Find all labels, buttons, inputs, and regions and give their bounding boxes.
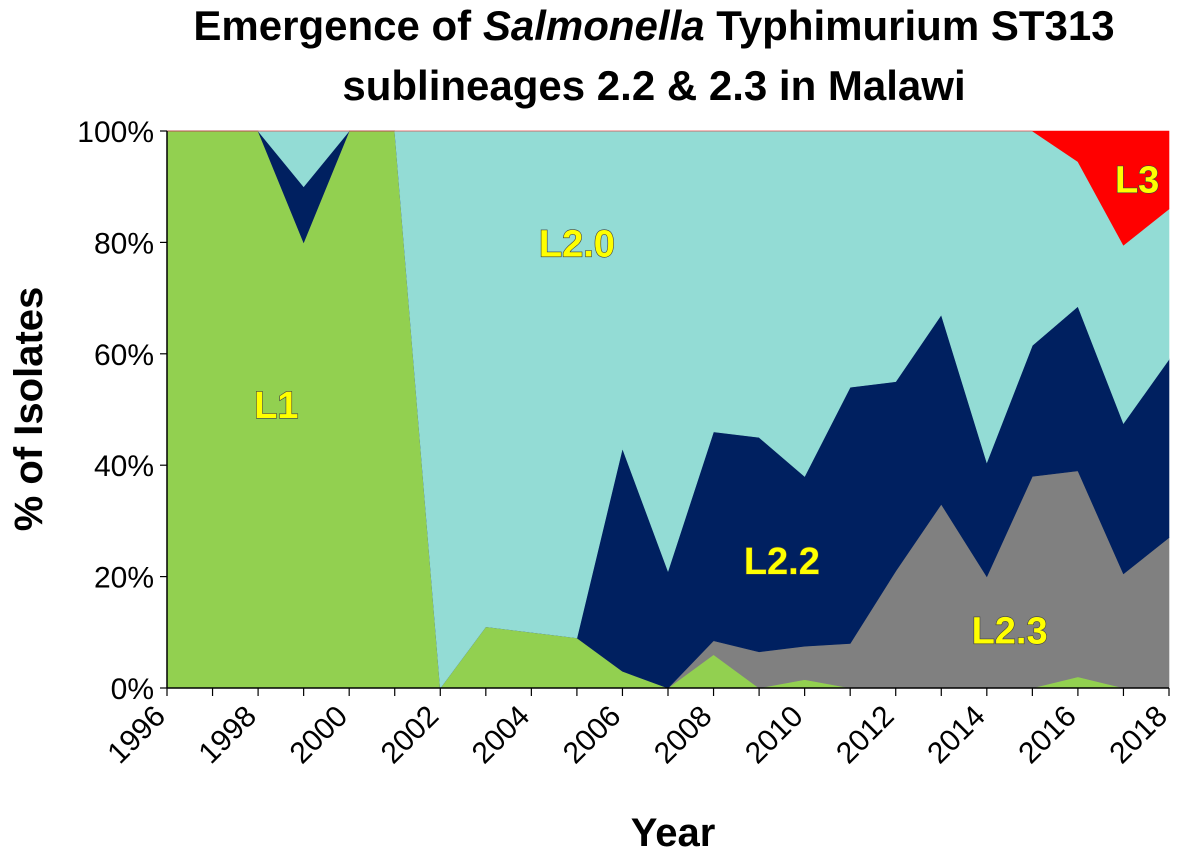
chart-title-line2: sublineages 2.2 & 2.3 in Malawi: [342, 62, 965, 109]
chart-title: Emergence of Salmonella Typhimurium ST31…: [193, 2, 1114, 109]
x-tick-label: 2002: [375, 700, 446, 771]
x-tick-label: 2012: [830, 700, 901, 771]
label-l2-0: L2.0: [539, 223, 615, 265]
label-l1: L1: [254, 385, 298, 427]
area-labels: L1 L2.3 L2.2 L2.0 L3: [254, 159, 1160, 653]
x-tick-label: 2016: [1012, 700, 1083, 771]
x-axis-label: Year: [631, 811, 716, 855]
label-l2-3: L2.3: [972, 611, 1048, 653]
y-tick-label: 20%: [94, 562, 154, 595]
chart-title-line1: Emergence of Salmonella Typhimurium ST31…: [193, 2, 1114, 49]
x-tick-label: 2008: [648, 700, 719, 771]
y-tick-label: 60%: [94, 339, 154, 372]
x-tick-label: 2000: [284, 700, 355, 771]
x-tick-label: 2018: [1103, 700, 1174, 771]
y-tick-label: 100%: [77, 116, 154, 149]
x-tick-label: 2004: [466, 700, 537, 771]
area-l3: [167, 130, 1170, 246]
y-tick-label: 0%: [111, 673, 154, 706]
y-tick-label: 40%: [94, 450, 154, 483]
label-l3: L3: [1115, 159, 1159, 201]
x-tick-label: 1998: [193, 700, 264, 771]
label-l2-2: L2.2: [744, 541, 820, 583]
y-tick-label: 80%: [94, 227, 154, 260]
x-tick-label: 2010: [739, 700, 810, 771]
y-axis-label: % of Isolates: [7, 287, 51, 532]
plot-areas: [166, 130, 1170, 689]
x-tick-label: 2006: [557, 700, 628, 771]
x-tick-label: 2014: [921, 700, 992, 771]
x-tick-label: 1996: [101, 700, 172, 771]
